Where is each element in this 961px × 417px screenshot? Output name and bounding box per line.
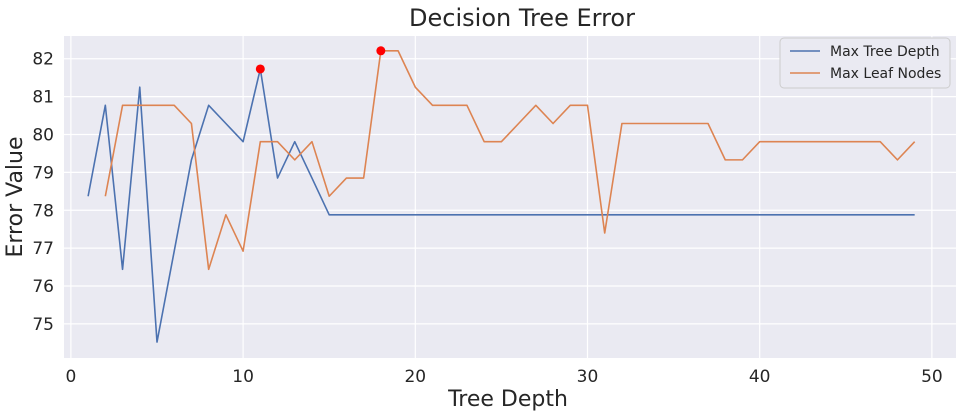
grid bbox=[64, 36, 956, 358]
y-tick-label: 75 bbox=[32, 315, 54, 335]
chart-title: Decision Tree Error bbox=[409, 4, 635, 32]
series-layer bbox=[87, 49, 916, 343]
y-tick-label: 81 bbox=[32, 88, 54, 108]
x-tick-label: 10 bbox=[232, 367, 254, 387]
y-axis-title: Error Value bbox=[3, 136, 28, 257]
x-axis-title: Tree Depth bbox=[447, 387, 568, 412]
highlight-point bbox=[376, 46, 386, 56]
series-line-max-tree-depth bbox=[87, 68, 915, 343]
y-tick-label: 77 bbox=[32, 239, 54, 259]
plot-area bbox=[64, 36, 956, 358]
legend-box bbox=[779, 37, 951, 89]
x-tick-label: 0 bbox=[65, 367, 76, 387]
y-tick-label: 82 bbox=[32, 50, 54, 70]
legend: Max Tree Depth Max Leaf Nodes bbox=[779, 37, 951, 89]
legend-label-max-leaf-nodes: Max Leaf Nodes bbox=[830, 66, 941, 82]
y-tick-label: 76 bbox=[32, 277, 54, 297]
y-tick-labels: 75 76 77 78 79 80 81 82 bbox=[32, 50, 54, 335]
y-tick-label: 80 bbox=[32, 125, 54, 145]
x-tick-label: 40 bbox=[749, 367, 771, 387]
series-line-max-leaf-nodes bbox=[104, 49, 916, 271]
x-tick-label: 30 bbox=[577, 367, 599, 387]
x-tick-labels: 0 10 20 30 40 50 bbox=[65, 367, 942, 387]
highlight-layer bbox=[255, 46, 386, 74]
highlight-point bbox=[255, 64, 265, 74]
y-tick-label: 79 bbox=[32, 163, 54, 183]
y-tick-label: 78 bbox=[32, 201, 54, 221]
legend-label-max-tree-depth: Max Tree Depth bbox=[830, 44, 940, 60]
x-tick-label: 50 bbox=[921, 367, 943, 387]
x-tick-label: 20 bbox=[404, 367, 426, 387]
